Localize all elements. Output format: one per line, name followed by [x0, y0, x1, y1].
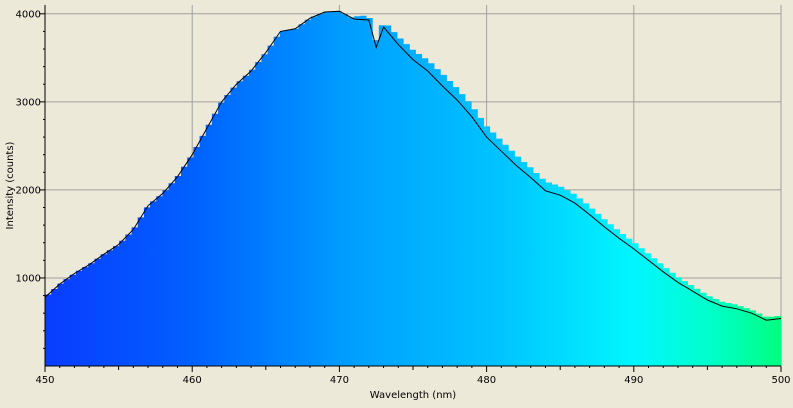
x-axis-ticks: 450 460 470 480 490 500: [35, 366, 791, 386]
x-tick-label: 450: [35, 375, 54, 386]
spectrum-fill-area: [45, 11, 781, 366]
x-tick-label: 460: [183, 375, 202, 386]
x-tick-label: 500: [771, 375, 790, 386]
y-tick-label: 2000: [16, 185, 41, 196]
x-tick-label: 490: [624, 375, 643, 386]
y-axis-ticks: 1000 2000 3000 4000: [16, 9, 45, 349]
y-tick-label: 1000: [16, 273, 41, 284]
x-axis-label: Wavelength (nm): [370, 390, 456, 401]
y-axis-label: Intensity (counts): [5, 141, 16, 229]
y-tick-label: 4000: [16, 9, 41, 20]
x-tick-label: 470: [330, 375, 349, 386]
spectrum-line: [44, 10, 782, 321]
y-tick-label: 3000: [16, 97, 41, 108]
spectrum-fill: [45, 11, 781, 366]
x-tick-label: 480: [477, 375, 496, 386]
